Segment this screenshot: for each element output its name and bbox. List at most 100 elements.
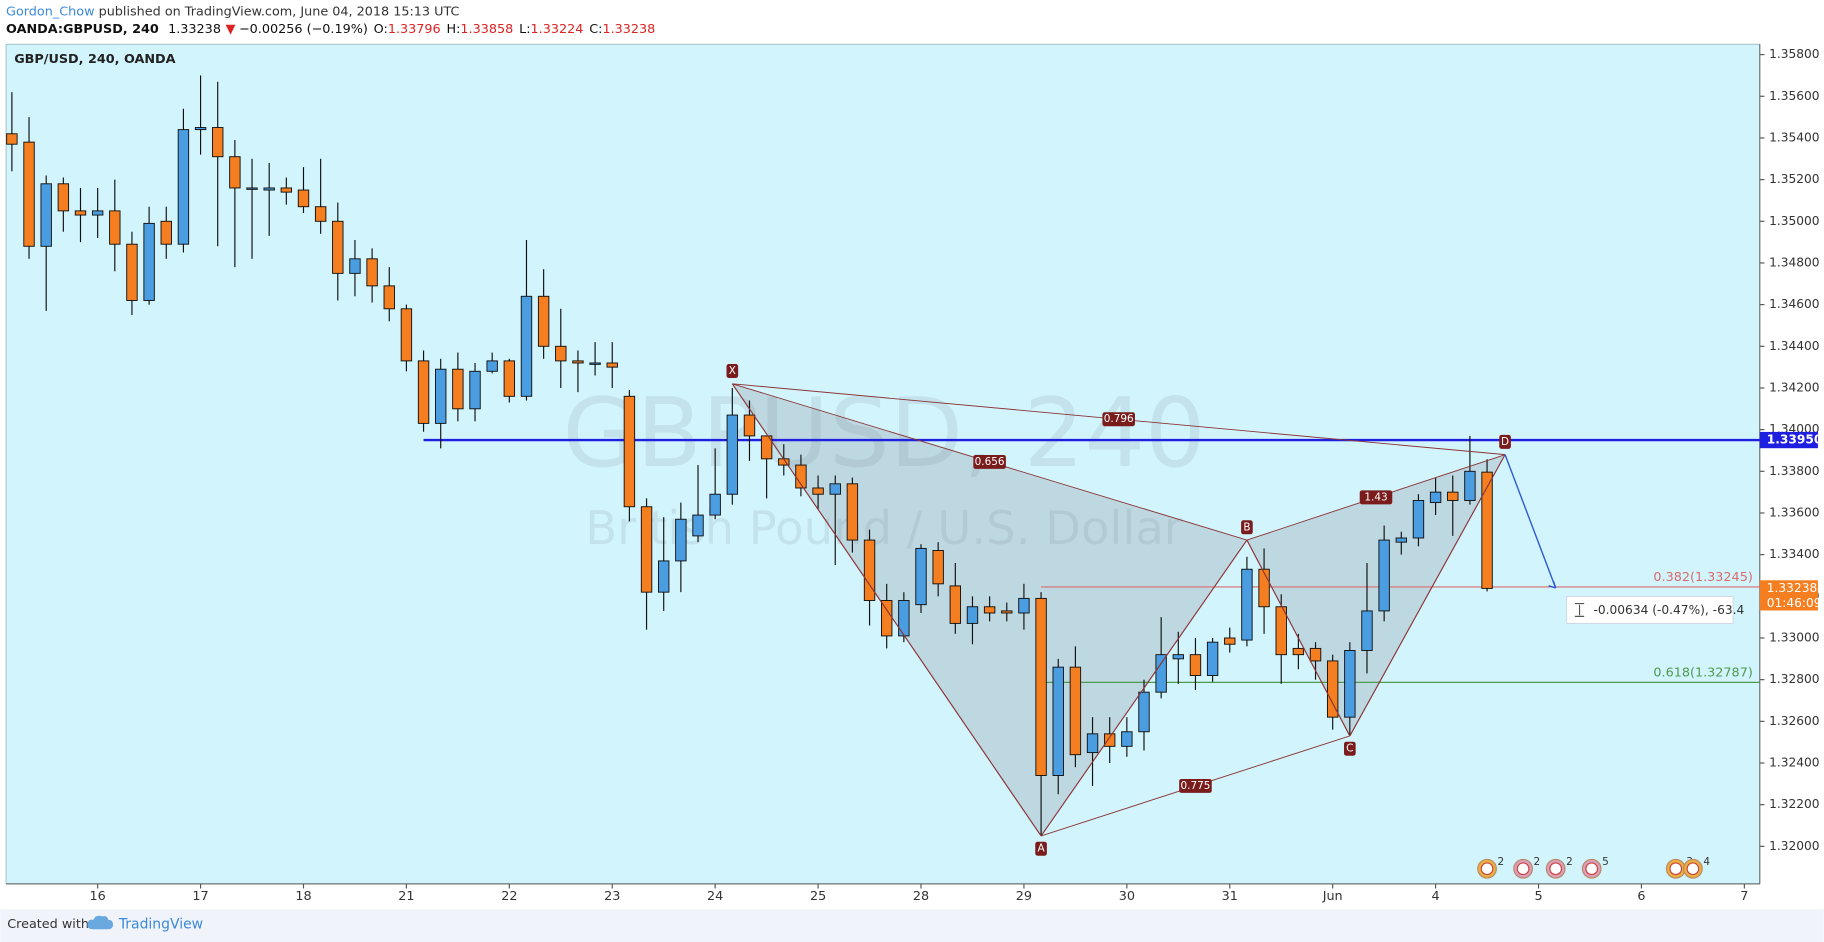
candle-body xyxy=(1069,666,1082,756)
symbol: OANDA:GBPUSD, 240 xyxy=(6,22,159,37)
measure-icon xyxy=(1574,602,1585,617)
y-tick-label: 1.35400 xyxy=(1769,130,1819,144)
candle-body xyxy=(1326,660,1339,718)
y-tick-label: 1.33000 xyxy=(1769,630,1819,644)
candle-body xyxy=(1138,691,1150,733)
candle-body xyxy=(177,129,190,245)
event-flag xyxy=(1686,862,1700,876)
footer-brand[interactable]: TradingView xyxy=(118,917,203,933)
event-count: 5 xyxy=(1602,856,1609,868)
candle-body xyxy=(109,210,121,245)
x-tick-label: 28 xyxy=(913,889,929,904)
candle-body xyxy=(280,187,293,193)
candle-body xyxy=(6,133,18,145)
hline-price-box xyxy=(1759,431,1818,449)
x-tick-label: 23 xyxy=(604,889,620,904)
ratio-box xyxy=(1102,412,1135,427)
candle-body xyxy=(829,483,841,495)
chart-title: GBP/USD, 240, OANDA xyxy=(14,52,175,67)
candle-body xyxy=(812,487,824,495)
event-flag xyxy=(1549,862,1563,876)
candle-body xyxy=(126,243,138,301)
event-flag xyxy=(1585,862,1599,876)
measure-label: -0.00634 (-0.47%), -63.4 xyxy=(1593,603,1744,617)
y-tick-label: 1.32600 xyxy=(1769,714,1819,728)
ohlc-value: 1.33224 xyxy=(531,22,584,37)
y-tick-label: 1.35800 xyxy=(1769,47,1819,61)
x-tick-label: 21 xyxy=(398,889,414,904)
measure-box xyxy=(1566,596,1734,624)
event-count: 2 xyxy=(1498,856,1505,868)
point-label: X xyxy=(729,365,736,377)
candle-body xyxy=(194,127,207,131)
y-tick-label: 1.35200 xyxy=(1769,172,1819,186)
candle-body xyxy=(915,547,927,606)
footer-text: Created with xyxy=(7,917,89,932)
x-tick-label: 17 xyxy=(192,889,208,904)
last-price-label: 1.33238 xyxy=(1767,581,1817,595)
candle-body xyxy=(435,368,447,424)
author-link[interactable]: Gordon_Chow xyxy=(6,4,94,19)
candle-body xyxy=(1086,733,1099,754)
candle-body xyxy=(1344,650,1356,718)
candle-body xyxy=(537,295,550,347)
candle-body xyxy=(640,506,653,593)
candle-body xyxy=(143,222,155,301)
candle-body xyxy=(40,183,52,247)
candle-body xyxy=(503,360,516,397)
x-tick-label: 18 xyxy=(295,889,311,904)
candle-body xyxy=(486,360,498,372)
change: −0.00256 (−0.19%) xyxy=(239,22,368,37)
y-tick-label: 1.32200 xyxy=(1769,797,1819,811)
pattern-leg xyxy=(1246,539,1351,737)
fib-label: 0.618(1.32787) xyxy=(1653,666,1752,681)
y-tick-label: 1.34800 xyxy=(1769,255,1819,269)
pattern-leg xyxy=(1349,454,1506,737)
candle-body xyxy=(589,362,601,365)
projection-arrow xyxy=(1504,454,1557,589)
plot-area xyxy=(5,43,1761,885)
point-label: B xyxy=(1243,521,1250,533)
candle-body xyxy=(572,360,584,364)
ratio-box xyxy=(1179,778,1212,793)
x-tick-label: 22 xyxy=(501,889,517,904)
candle-body xyxy=(452,368,464,410)
candle-body xyxy=(658,560,670,593)
countdown: 01:46:09 xyxy=(1767,596,1822,610)
point-label: D xyxy=(1501,436,1509,448)
logo xyxy=(87,915,114,930)
event-flag xyxy=(1480,862,1494,876)
pattern-fill xyxy=(1246,454,1506,736)
header-line: OANDA:GBPUSD, 240 1.33238 ▼ −0.00256 (−0.19… xyxy=(6,22,655,37)
x-tick-label: 30 xyxy=(1119,889,1135,904)
point-box xyxy=(726,364,739,378)
candle-body xyxy=(726,414,739,495)
candle-body xyxy=(846,483,859,541)
candle-body xyxy=(1052,666,1064,776)
candle-body xyxy=(91,210,104,216)
candle-body xyxy=(1121,731,1133,747)
point-box xyxy=(1241,520,1253,535)
candle-body xyxy=(263,187,275,191)
ohlc-key: C: xyxy=(589,22,602,37)
point-label: A xyxy=(1038,843,1046,855)
x-tick-label: 25 xyxy=(810,889,826,904)
candle-body xyxy=(1155,654,1167,693)
candle-body xyxy=(932,550,944,585)
last-price: 1.33238 xyxy=(168,22,221,37)
y-tick-label: 1.33800 xyxy=(1769,464,1819,478)
candle-body xyxy=(1395,537,1407,543)
candle-body xyxy=(709,493,721,516)
ratio-label: 0.775 xyxy=(1180,780,1210,792)
candle-body xyxy=(555,345,567,362)
candle-body xyxy=(400,308,413,362)
candle-body xyxy=(949,585,962,624)
candle-body xyxy=(1001,610,1013,614)
candle-body xyxy=(349,258,361,274)
hline-price-label: 1.33950 xyxy=(1767,433,1823,447)
x-tick-label: 5 xyxy=(1534,889,1542,904)
candle-body xyxy=(1481,471,1493,589)
candle-body xyxy=(57,183,70,212)
